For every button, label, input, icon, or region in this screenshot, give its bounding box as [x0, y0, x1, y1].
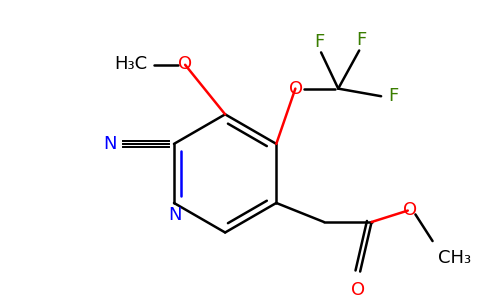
- Text: O: O: [351, 281, 365, 299]
- Text: O: O: [403, 201, 417, 219]
- Text: O: O: [289, 80, 303, 98]
- Text: CH₃: CH₃: [439, 249, 471, 267]
- Text: H₃C: H₃C: [114, 55, 147, 73]
- Text: N: N: [168, 206, 182, 224]
- Text: F: F: [388, 87, 398, 105]
- Text: F: F: [314, 32, 324, 50]
- Text: N: N: [103, 135, 117, 153]
- Text: O: O: [178, 55, 192, 73]
- Text: F: F: [356, 31, 366, 49]
